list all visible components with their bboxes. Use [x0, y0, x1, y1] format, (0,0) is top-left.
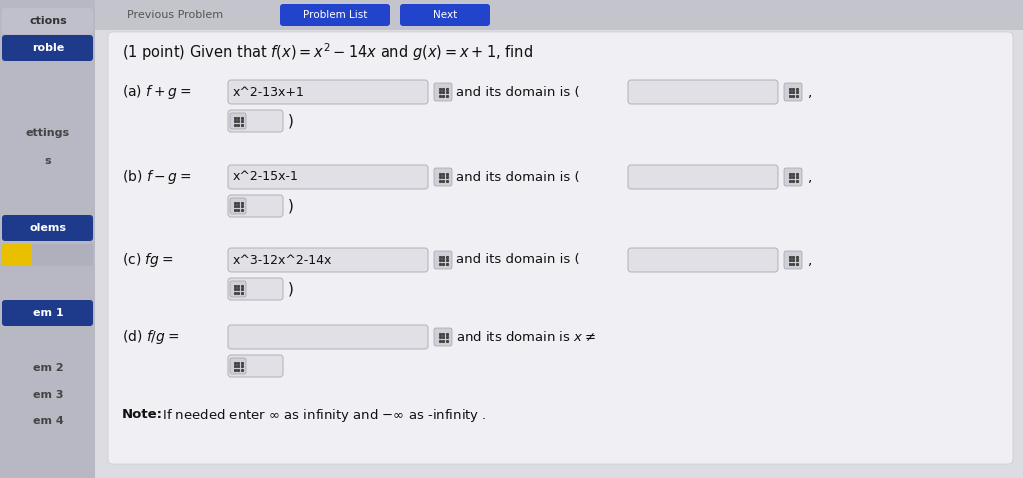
Text: If needed enter $\infty$ as infinity and $-\infty$ as -infinity .: If needed enter $\infty$ as infinity and… [158, 406, 487, 424]
Text: (a) $f + g=$: (a) $f + g=$ [122, 83, 191, 101]
FancyBboxPatch shape [280, 4, 390, 26]
Text: and its domain is $x \neq$: and its domain is $x \neq$ [456, 330, 595, 344]
Bar [32, 244, 93, 266]
Text: x^2-15x-1: x^2-15x-1 [233, 171, 299, 184]
Text: (1 point) Given that $f(x) = x^2 - 14x$ and $g(x) = x + 1$, find: (1 point) Given that $f(x) = x^2 - 14x$ … [122, 41, 533, 63]
Text: em 2: em 2 [33, 363, 63, 373]
Text: ,: , [808, 85, 812, 99]
Text: and its domain is (: and its domain is ( [456, 253, 580, 267]
Text: x^3-12x^2-14x: x^3-12x^2-14x [233, 253, 332, 267]
FancyBboxPatch shape [228, 248, 428, 272]
FancyBboxPatch shape [2, 148, 93, 174]
Text: and its domain is (: and its domain is ( [456, 86, 580, 98]
FancyBboxPatch shape [230, 198, 246, 214]
FancyBboxPatch shape [230, 113, 246, 129]
Text: em 3: em 3 [33, 390, 63, 400]
FancyBboxPatch shape [628, 80, 779, 104]
FancyBboxPatch shape [2, 215, 93, 241]
FancyBboxPatch shape [2, 244, 32, 266]
Text: ,: , [808, 170, 812, 184]
FancyBboxPatch shape [2, 300, 93, 326]
FancyBboxPatch shape [2, 408, 93, 434]
Text: (c) $fg=$: (c) $fg=$ [122, 251, 173, 269]
FancyBboxPatch shape [108, 32, 1013, 464]
FancyBboxPatch shape [434, 83, 452, 101]
FancyBboxPatch shape [228, 195, 283, 217]
FancyBboxPatch shape [2, 35, 93, 61]
FancyBboxPatch shape [434, 328, 452, 346]
Text: Next: Next [433, 10, 457, 20]
FancyBboxPatch shape [628, 165, 779, 189]
Text: ): ) [288, 198, 294, 214]
Text: roble: roble [32, 43, 64, 53]
Text: ettings: ettings [26, 128, 70, 138]
FancyBboxPatch shape [2, 8, 93, 34]
FancyBboxPatch shape [230, 281, 246, 297]
Text: olems: olems [30, 223, 66, 233]
Text: x^2-13x+1: x^2-13x+1 [233, 86, 305, 98]
Text: em 1: em 1 [33, 308, 63, 318]
Text: ctions: ctions [29, 16, 66, 26]
FancyBboxPatch shape [784, 251, 802, 269]
Bar [95, 0, 1023, 30]
FancyBboxPatch shape [434, 251, 452, 269]
FancyBboxPatch shape [784, 83, 802, 101]
Text: s: s [45, 156, 51, 166]
Text: Note:: Note: [122, 409, 163, 422]
FancyBboxPatch shape [230, 358, 246, 374]
FancyBboxPatch shape [784, 168, 802, 186]
FancyBboxPatch shape [628, 248, 779, 272]
FancyBboxPatch shape [2, 120, 93, 146]
FancyBboxPatch shape [2, 382, 93, 408]
Bar [0, 0, 95, 478]
Text: Previous Problem: Previous Problem [127, 10, 223, 20]
Text: ): ) [288, 282, 294, 296]
FancyBboxPatch shape [400, 4, 490, 26]
FancyBboxPatch shape [2, 355, 93, 381]
FancyBboxPatch shape [228, 110, 283, 132]
FancyBboxPatch shape [228, 80, 428, 104]
Text: (d) $f/g=$: (d) $f/g=$ [122, 328, 179, 346]
FancyBboxPatch shape [228, 355, 283, 377]
FancyBboxPatch shape [228, 165, 428, 189]
Text: ): ) [288, 113, 294, 129]
FancyBboxPatch shape [228, 278, 283, 300]
FancyBboxPatch shape [228, 325, 428, 349]
Text: em 4: em 4 [33, 416, 63, 426]
Text: ,: , [808, 253, 812, 267]
Text: and its domain is (: and its domain is ( [456, 171, 580, 184]
Text: Problem List: Problem List [303, 10, 367, 20]
Text: (b) $f - g=$: (b) $f - g=$ [122, 168, 191, 186]
FancyBboxPatch shape [434, 168, 452, 186]
